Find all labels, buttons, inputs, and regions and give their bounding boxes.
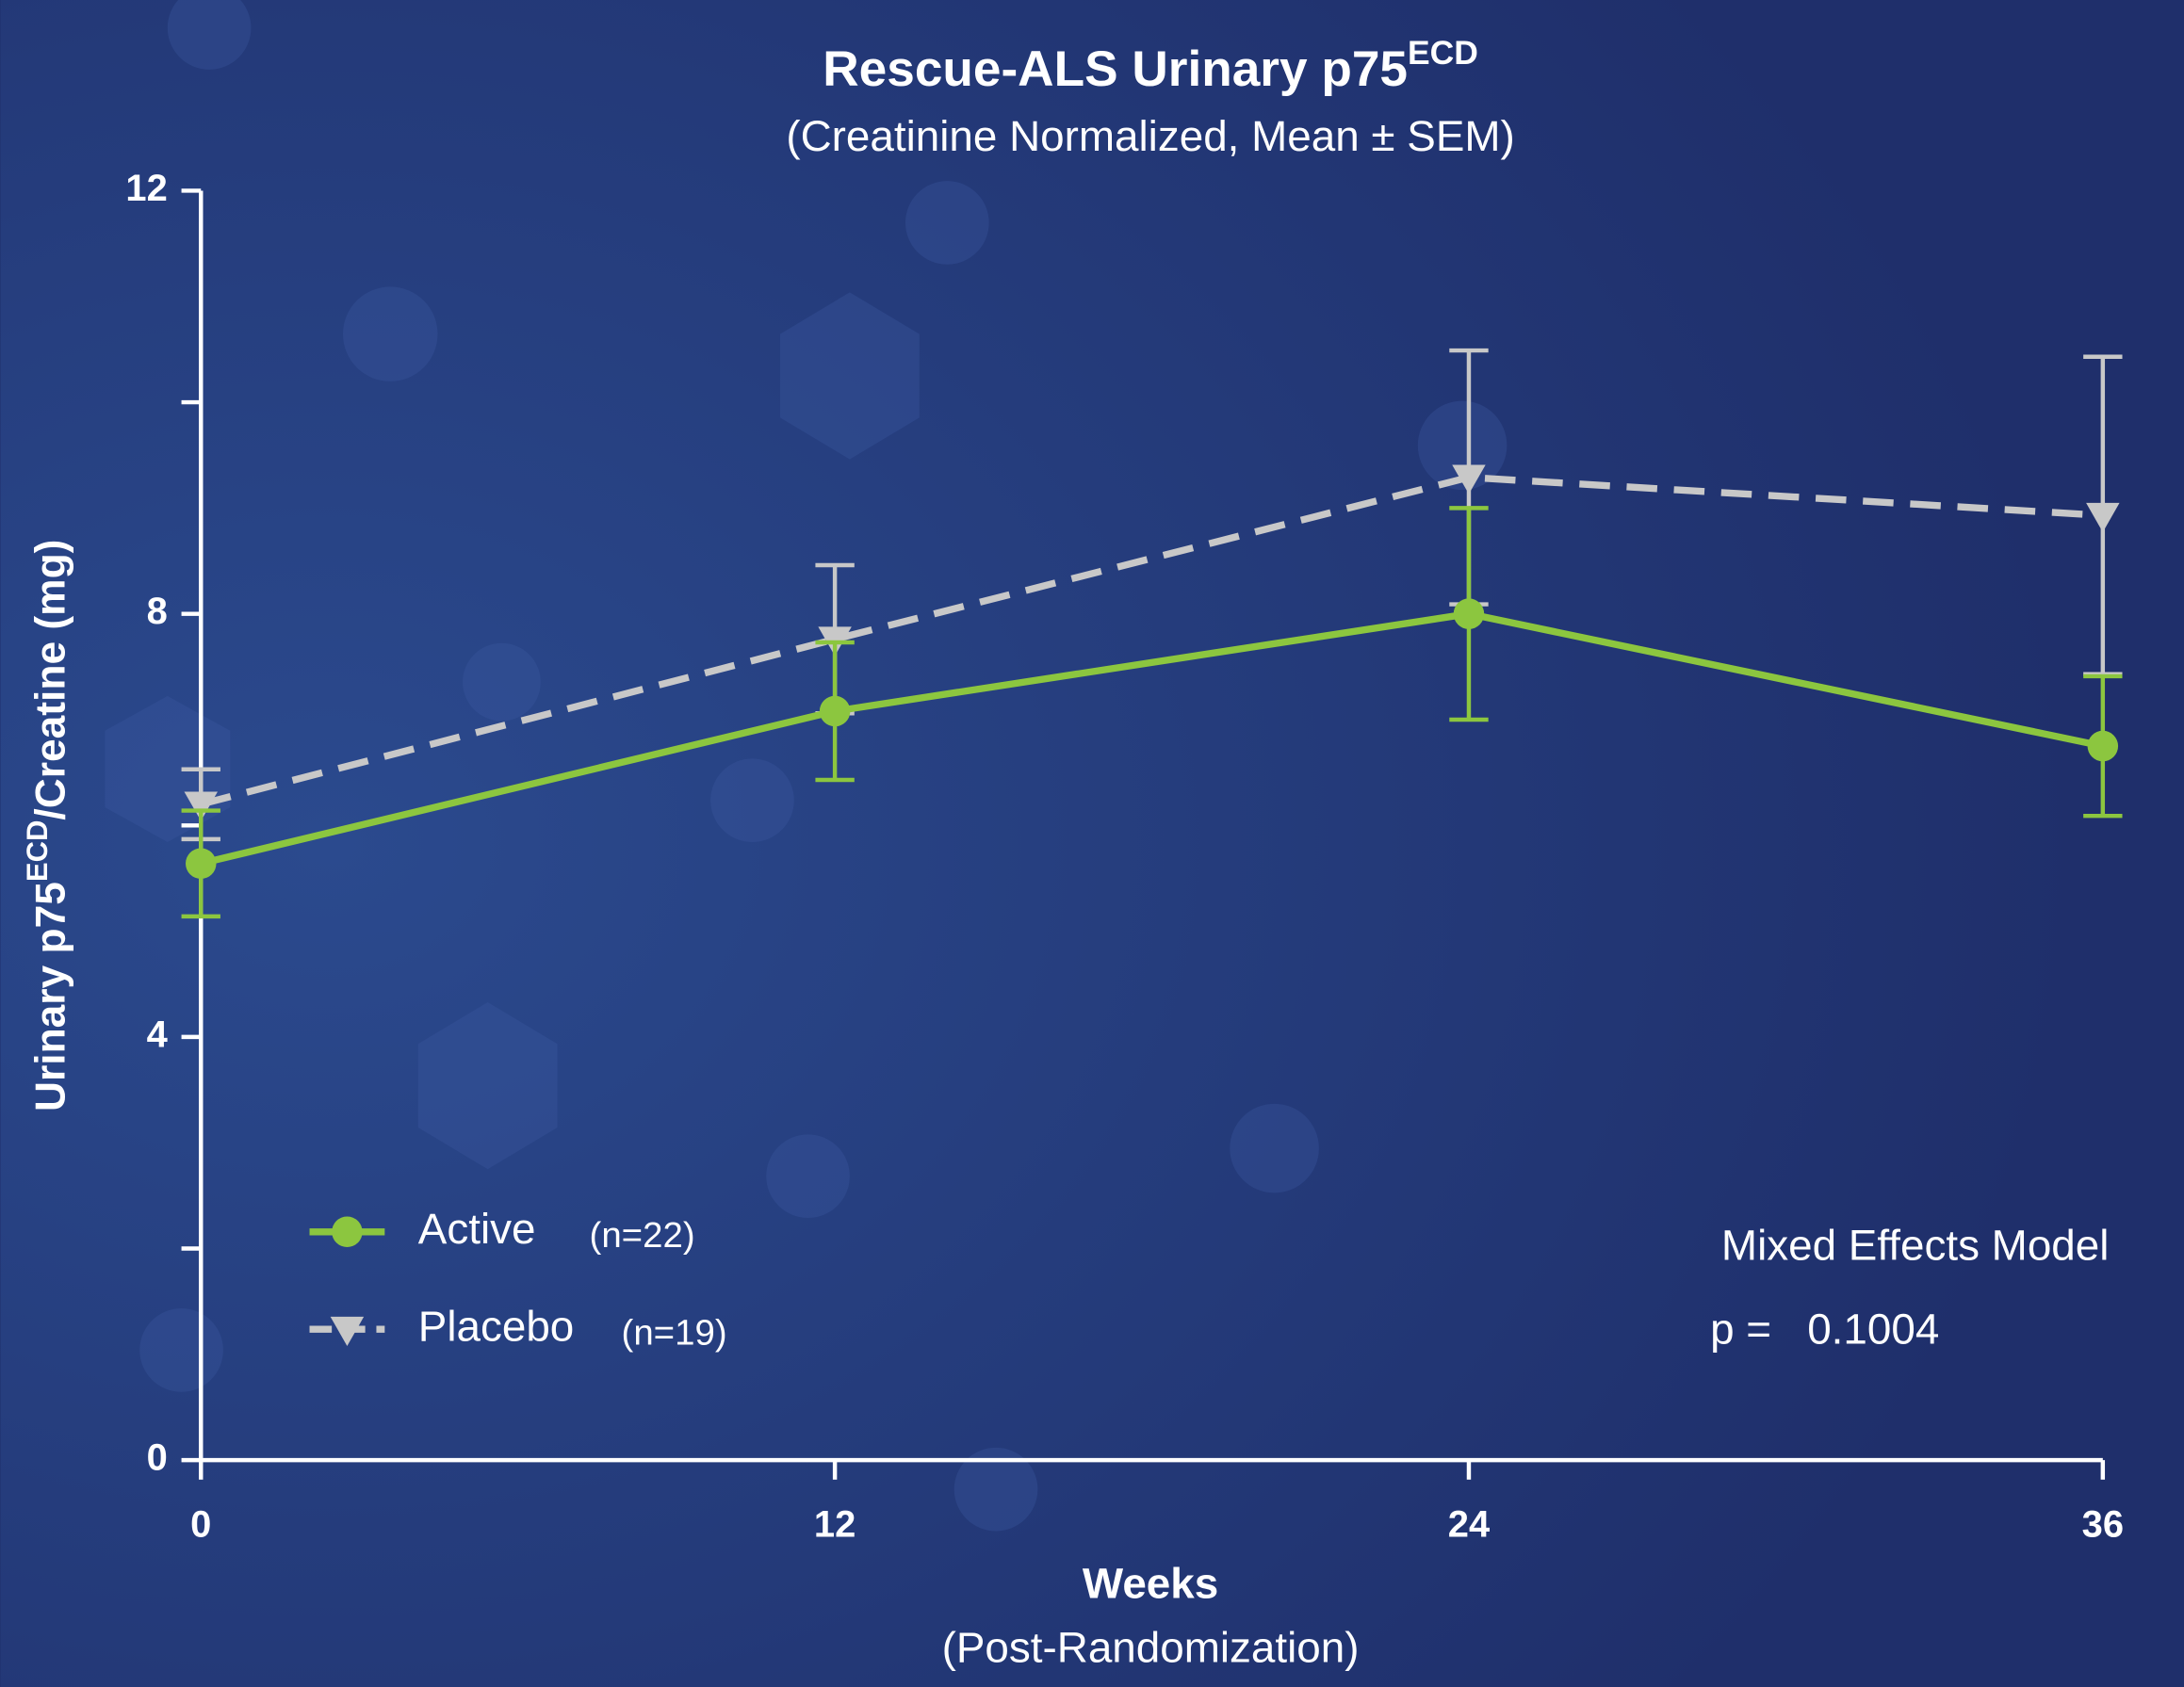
y-label-text: Urinary p75 [27, 882, 73, 1111]
y-tick-label: 12 [125, 168, 167, 209]
title-text: Rescue-ALS Urinary p75 [823, 41, 1408, 97]
chart-title: Rescue-ALS Urinary p75ECD [823, 34, 1478, 96]
legend-label: Placebo [418, 1302, 575, 1350]
chart-subtitle: (Creatinine Normalized, Mean ± SEM) [786, 112, 1514, 160]
legend-marker [332, 1216, 363, 1248]
x-tick-label: 12 [814, 1504, 856, 1546]
y-label-text: /Creatine (mg) [27, 540, 73, 820]
legend-n: (n=22) [590, 1215, 695, 1256]
data-point [1452, 464, 1486, 495]
y-label-superscript: ECD [21, 820, 54, 882]
y-axis-label: Urinary p75ECD/Creatine (mg) [21, 540, 73, 1111]
series-line [200, 609, 2104, 868]
data-point [1453, 598, 1485, 629]
y-tick-label: 4 [147, 1014, 168, 1055]
annotation: p = 0.1004 [1710, 1305, 1939, 1353]
series-line [200, 474, 2104, 808]
x-tick-label: 24 [1448, 1504, 1490, 1546]
x-axis-label: Weeks [1083, 1560, 1218, 1608]
title-superscript: ECD [1408, 34, 1478, 72]
decoration [105, 0, 1508, 1532]
data-point [2086, 502, 2120, 532]
annotation: Mixed Effects Model [1721, 1222, 2110, 1270]
x-tick-label: 0 [190, 1504, 211, 1546]
legend-n: (n=19) [622, 1312, 727, 1353]
data-point [2087, 730, 2119, 762]
legend-label: Active [418, 1205, 536, 1253]
x-tick-label: 36 [2082, 1504, 2124, 1546]
data-point [184, 791, 218, 821]
data-point [819, 695, 851, 727]
x-axis-sublabel: (Post-Randomization) [942, 1624, 1360, 1672]
data-point [186, 848, 217, 879]
y-tick-label: 8 [147, 591, 168, 632]
legend-marker [330, 1316, 365, 1346]
y-tick-label: 0 [147, 1437, 168, 1479]
